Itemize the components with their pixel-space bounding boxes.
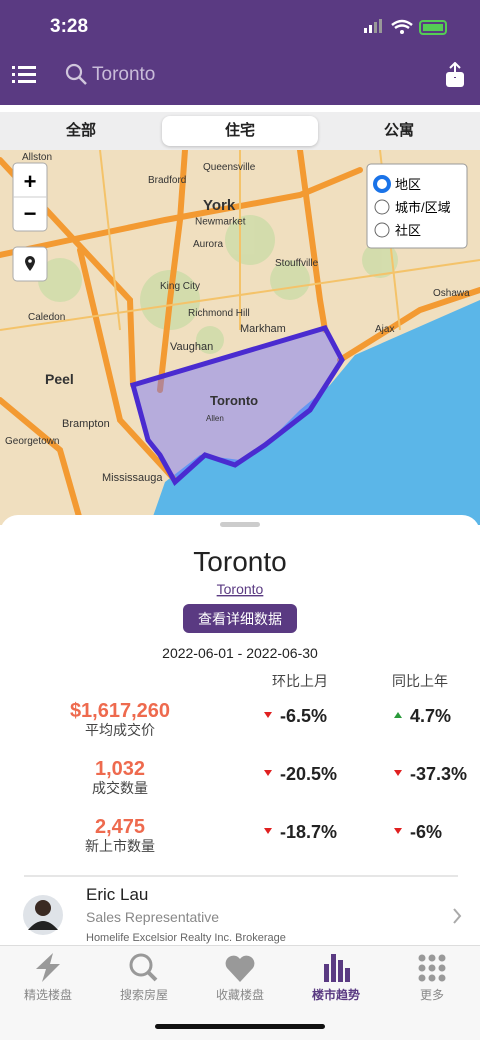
map-label: Allen <box>206 414 224 423</box>
stat-label: 新上市数量 <box>85 838 155 854</box>
search-icon <box>65 63 87 85</box>
map-label: Georgetown <box>5 436 59 447</box>
nav-item[interactable]: 更多 <box>419 988 444 1002</box>
toronto-boundary[interactable] <box>129 325 345 486</box>
stat-value: 1,032 <box>95 758 145 780</box>
region-title: Toronto <box>193 546 286 577</box>
arrow-down <box>264 828 272 834</box>
radio-checked[interactable] <box>373 175 391 193</box>
tab[interactable]: 全部 <box>65 122 96 139</box>
agent-title: Sales Representative <box>86 909 219 925</box>
map-label: Ajax <box>375 324 394 335</box>
arrow-down <box>394 828 402 834</box>
map-label: Mississauga <box>102 472 163 484</box>
bottom-nav: 精选楼盘 搜索房屋 收藏楼盘 楼市趋势 更多 <box>0 945 480 1040</box>
nav-icons <box>36 953 446 982</box>
layer-option[interactable]: 地区 <box>395 177 421 192</box>
layer-selector: 地区 城市/区域 社区 <box>366 163 468 249</box>
map-label: Richmond Hill <box>188 308 250 319</box>
stat-change: 4.7% <box>410 706 451 726</box>
nav-item-active[interactable]: 楼市趋势 <box>311 988 360 1002</box>
stat-value: 2,475 <box>95 816 145 838</box>
type-tabs: 全部 住宅 公寓 <box>0 112 480 150</box>
date-range: 2022-06-01 - 2022-06-30 <box>162 645 318 661</box>
arrow-down <box>264 770 272 776</box>
map-label: Bradford <box>148 175 186 186</box>
map-label: Aurora <box>193 239 223 250</box>
detail-button[interactable] <box>183 604 297 633</box>
agent-name[interactable]: Eric Lau <box>86 885 148 904</box>
stat-change: -6.5% <box>280 706 327 726</box>
arrow-down <box>394 770 402 776</box>
map-label: Vaughan <box>170 341 213 353</box>
radio[interactable] <box>374 199 390 215</box>
tab-active[interactable]: 住宅 <box>162 116 318 146</box>
arrow-down <box>264 712 272 718</box>
map-label: York <box>203 197 236 214</box>
menu-button[interactable] <box>12 64 38 84</box>
header: 3:28 Toronto <box>0 0 480 105</box>
map-label: Caledon <box>28 312 65 323</box>
stat-value: $1,617,260 <box>70 700 170 722</box>
map-label: Brampton <box>62 418 110 430</box>
nav-item[interactable]: 收藏楼盘 <box>215 988 264 1002</box>
map-label: Newmarket <box>195 216 246 227</box>
layer-option[interactable]: 城市/区域 <box>395 200 451 215</box>
status-icons <box>364 19 447 35</box>
layer-option[interactable]: 社区 <box>395 223 421 238</box>
zoom-in[interactable]: + <box>24 169 37 194</box>
nav-item[interactable]: 精选楼盘 <box>23 988 72 1002</box>
stat-change: -37.3% <box>410 764 467 784</box>
tab[interactable]: 公寓 <box>383 122 414 139</box>
radio[interactable] <box>374 222 390 238</box>
map-label: Oshawa <box>433 288 470 299</box>
share-button[interactable] <box>444 62 466 88</box>
map-label: Stouffville <box>275 258 319 269</box>
stat-change: -6% <box>410 822 442 842</box>
map-label: Markham <box>240 323 286 335</box>
status-time: 3:28 <box>50 16 89 37</box>
stat-label: 平均成交价 <box>85 722 155 738</box>
zoom-out[interactable]: − <box>24 201 37 226</box>
agent-company: Homelife Excelsior Realty Inc. Brokerage <box>86 932 286 944</box>
stat-change: -18.7% <box>280 822 337 842</box>
map[interactable]: Allston Bradford Queensville York Newmar… <box>0 150 480 525</box>
stats-card: Toronto Toronto 查看详细数据 2022-06-01 - 2022… <box>0 515 480 945</box>
stats: Toronto Toronto 查看详细数据 2022-06-01 - 2022… <box>23 522 467 944</box>
map-label: Queensville <box>203 162 256 173</box>
arrow-up <box>394 712 402 718</box>
search-input[interactable]: Toronto <box>92 64 156 85</box>
column-header: 同比上年 <box>392 673 448 689</box>
map-label: Peel <box>45 371 74 387</box>
nav-item[interactable]: 搜索房屋 <box>119 988 168 1002</box>
stat-change: -20.5% <box>280 764 337 784</box>
region-link[interactable]: Toronto <box>217 581 264 597</box>
map-label: Allston <box>22 152 52 163</box>
zoom-control: + − <box>12 162 48 282</box>
detail-button-label[interactable]: 查看详细数据 <box>198 611 282 627</box>
map-label: King City <box>160 281 200 292</box>
column-header: 环比上月 <box>272 673 328 689</box>
stat-label: 成交数量 <box>92 780 148 796</box>
home-indicator <box>155 1024 325 1029</box>
map-label: Toronto <box>210 393 258 408</box>
